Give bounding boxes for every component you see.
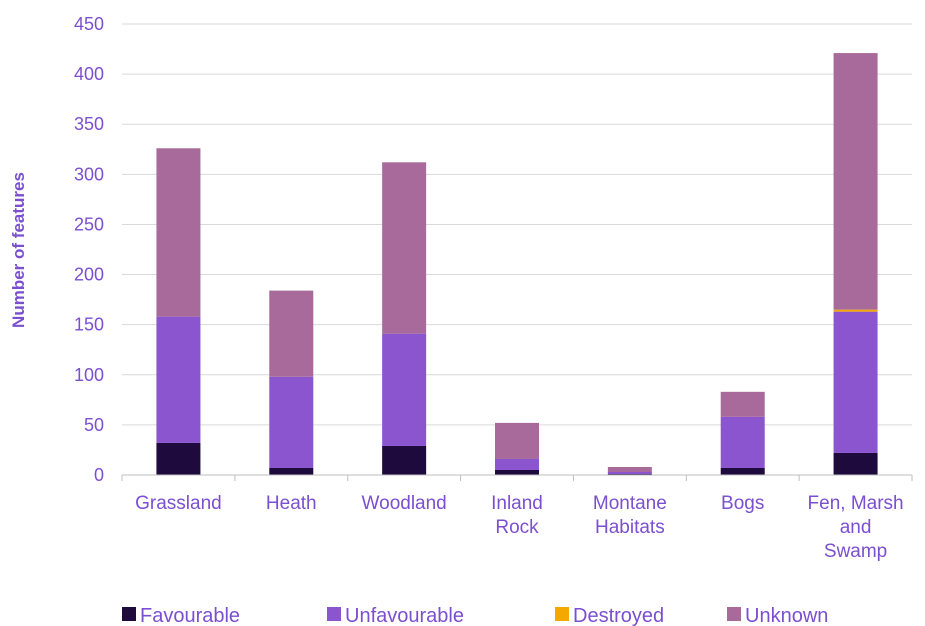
legend-swatch bbox=[727, 607, 741, 621]
bar-segment-unknown bbox=[269, 290, 314, 377]
bar-segment-unfavourable bbox=[720, 416, 765, 468]
bar-segment-unfavourable bbox=[269, 376, 314, 468]
legend-swatch bbox=[122, 607, 136, 621]
y-tick-label: 50 bbox=[84, 415, 104, 435]
x-axis bbox=[121, 474, 913, 481]
y-tick-label: 300 bbox=[74, 164, 104, 184]
bar-segment-unknown bbox=[833, 53, 878, 310]
bar-segment-favourable bbox=[607, 473, 652, 475]
x-tick-label: Montane Habitats bbox=[593, 493, 667, 538]
legend-item-destroyed: Destroyed bbox=[555, 605, 664, 626]
y-tick-label: 200 bbox=[74, 265, 104, 285]
y-tick-label: 150 bbox=[74, 315, 104, 335]
bar-segment-unfavourable bbox=[156, 316, 201, 443]
bar-segment-unknown bbox=[720, 391, 765, 417]
y-tick-labels: 0 50 100 150 200 250 300 350 400 450 bbox=[74, 14, 104, 485]
bar-segment-favourable bbox=[382, 445, 427, 475]
bar-segment-unfavourable bbox=[495, 458, 539, 470]
legend-item-unfavourable: Unfavourable bbox=[327, 605, 464, 626]
y-tick-label: 400 bbox=[74, 64, 104, 84]
x-tick-label: Fen, Marsh and Swamp bbox=[808, 493, 904, 562]
x-tick-label: Inland Rock bbox=[491, 493, 543, 538]
bar-segment-unfavourable bbox=[607, 471, 652, 474]
legend-item-unknown: Unknown bbox=[727, 605, 828, 626]
x-tick-label: Woodland bbox=[362, 493, 447, 514]
y-tick-label: 350 bbox=[74, 114, 104, 134]
bar-segment-unknown bbox=[495, 422, 539, 459]
bar-segment-destroyed bbox=[833, 309, 878, 312]
bar-segment-unknown bbox=[156, 148, 201, 317]
bar-segment-unknown bbox=[382, 162, 427, 334]
bar-segment-favourable bbox=[156, 442, 201, 475]
y-axis-label: Number of features bbox=[9, 172, 28, 328]
y-tick-label: 450 bbox=[74, 14, 104, 34]
x-tick-label: Heath bbox=[266, 493, 317, 514]
y-tick-label: 100 bbox=[74, 365, 104, 385]
legend-label: Unfavourable bbox=[345, 605, 464, 626]
legend-label: Unknown bbox=[745, 605, 828, 626]
y-tick-label: 0 bbox=[94, 465, 104, 485]
legend-label: Destroyed bbox=[573, 605, 664, 626]
bar-segment-favourable bbox=[720, 467, 765, 475]
legend: Favourable Unfavourable Destroyed Unknown bbox=[122, 605, 828, 626]
y-tick-label: 250 bbox=[74, 214, 104, 234]
gridlines bbox=[122, 23, 912, 426]
bar-segment-unfavourable bbox=[833, 311, 878, 453]
x-tick-label: Grassland bbox=[135, 493, 222, 514]
bar-segment-unfavourable bbox=[382, 333, 427, 446]
x-tick-label: Bogs bbox=[721, 493, 764, 514]
bar-segment-unknown bbox=[607, 466, 652, 472]
legend-swatch bbox=[555, 607, 569, 621]
legend-item-favourable: Favourable bbox=[122, 605, 240, 626]
legend-label: Favourable bbox=[140, 605, 240, 626]
bar-segment-favourable bbox=[495, 469, 539, 475]
bar-segment-favourable bbox=[833, 452, 878, 475]
legend-swatch bbox=[327, 607, 341, 621]
bar-segment-favourable bbox=[269, 467, 314, 475]
bars bbox=[156, 53, 878, 475]
category-labels: Grassland Heath Woodland Inland Rock Montane H… bbox=[135, 493, 903, 562]
